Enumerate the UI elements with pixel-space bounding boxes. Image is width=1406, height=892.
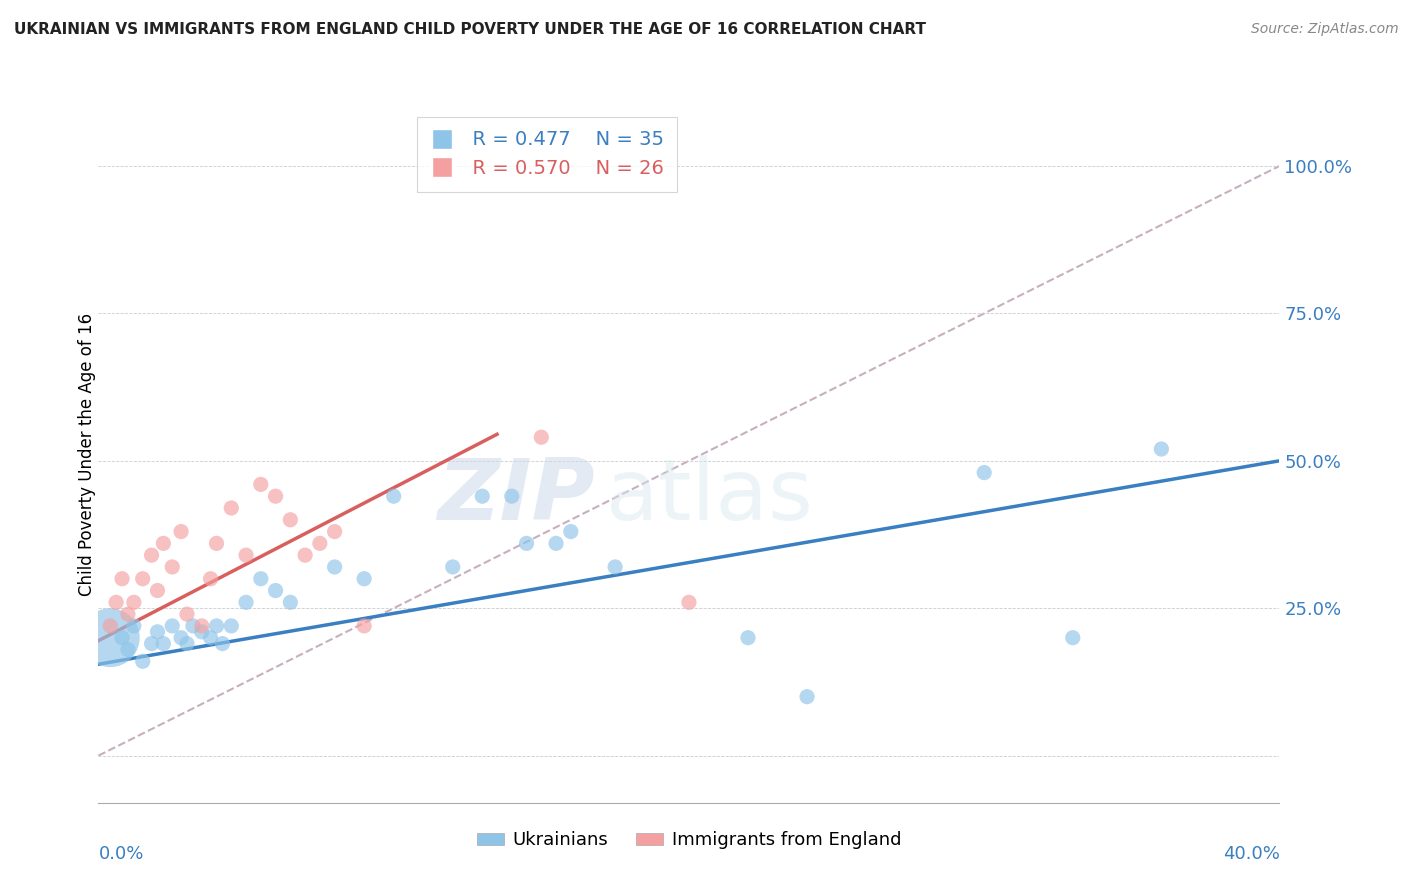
Point xyxy=(250,477,273,491)
Point xyxy=(181,619,204,633)
Point xyxy=(162,619,183,633)
Point xyxy=(235,548,257,562)
Point xyxy=(309,536,332,550)
Point xyxy=(323,560,346,574)
Point xyxy=(353,619,375,633)
Point xyxy=(796,690,818,704)
Point xyxy=(235,595,257,609)
Y-axis label: Child Poverty Under the Age of 16: Child Poverty Under the Age of 16 xyxy=(79,313,96,597)
Point xyxy=(737,631,759,645)
Point xyxy=(117,607,139,621)
Point xyxy=(98,631,121,645)
Point xyxy=(132,572,155,586)
Point xyxy=(152,637,174,651)
Text: ZIP: ZIP xyxy=(437,455,595,538)
Point xyxy=(471,489,494,503)
Point xyxy=(152,536,174,550)
Point xyxy=(219,619,242,633)
Point xyxy=(200,572,222,586)
Point xyxy=(162,560,183,574)
Point xyxy=(122,619,145,633)
Point xyxy=(250,572,273,586)
Point xyxy=(973,466,995,480)
Text: Source: ZipAtlas.com: Source: ZipAtlas.com xyxy=(1251,22,1399,37)
Point xyxy=(264,489,287,503)
Point xyxy=(170,524,193,539)
Point xyxy=(211,637,233,651)
Legend: Ukrainians, Immigrants from England: Ukrainians, Immigrants from England xyxy=(470,824,908,856)
Point xyxy=(530,430,553,444)
Point xyxy=(678,595,700,609)
Text: 40.0%: 40.0% xyxy=(1223,845,1279,863)
Point xyxy=(382,489,405,503)
Point xyxy=(219,500,242,515)
Point xyxy=(132,654,155,668)
Point xyxy=(353,572,375,586)
Point xyxy=(1062,631,1084,645)
Text: atlas: atlas xyxy=(606,455,814,538)
Point xyxy=(278,513,302,527)
Point xyxy=(501,489,523,503)
Point xyxy=(111,572,134,586)
Point xyxy=(515,536,537,550)
Point xyxy=(146,624,169,639)
Point xyxy=(200,631,222,645)
Point xyxy=(141,548,163,562)
Point xyxy=(176,637,198,651)
Point xyxy=(117,642,139,657)
Point xyxy=(191,624,214,639)
Point xyxy=(170,631,193,645)
Point xyxy=(264,583,287,598)
Point xyxy=(205,536,228,550)
Text: 0.0%: 0.0% xyxy=(98,845,143,863)
Point xyxy=(560,524,582,539)
Point xyxy=(122,595,145,609)
Point xyxy=(146,583,169,598)
Point xyxy=(98,619,121,633)
Point xyxy=(323,524,346,539)
Point xyxy=(191,619,214,633)
Point xyxy=(176,607,198,621)
Point xyxy=(605,560,627,574)
Point xyxy=(441,560,464,574)
Point xyxy=(544,536,567,550)
Point xyxy=(111,631,134,645)
Text: UKRAINIAN VS IMMIGRANTS FROM ENGLAND CHILD POVERTY UNDER THE AGE OF 16 CORRELATI: UKRAINIAN VS IMMIGRANTS FROM ENGLAND CHI… xyxy=(14,22,927,37)
Point xyxy=(294,548,316,562)
Point xyxy=(1150,442,1173,456)
Point xyxy=(105,595,128,609)
Point xyxy=(141,637,163,651)
Point xyxy=(278,595,302,609)
Point xyxy=(205,619,228,633)
